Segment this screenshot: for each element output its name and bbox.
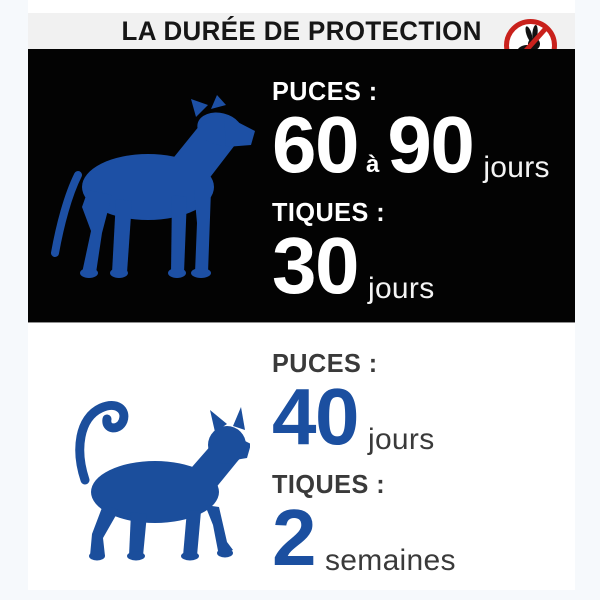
- dog-ticks-label: TIQUES :: [272, 197, 386, 228]
- dog-ticks-unit: jours: [367, 272, 435, 306]
- dog-fleas-unit: jours: [483, 151, 550, 185]
- dog-protection-text: PUCES : 60 à 90 jours TIQUES : 30 jours: [272, 76, 572, 311]
- cat-ticks-unit: semaines: [325, 544, 456, 578]
- cat-protection-text: PUCES : 40 jours TIQUES : 2 semaines: [272, 348, 572, 583]
- cat-fleas-label: PUCES :: [272, 348, 378, 378]
- cat-ticks-label: TIQUES :: [272, 469, 386, 500]
- dog-fleas-label: PUCES :: [272, 76, 378, 106]
- dog-silhouette-icon: [51, 95, 255, 278]
- cat-ticks-value-row: 2 semaines: [272, 493, 572, 583]
- dog-fleas-to: 90: [387, 100, 474, 190]
- header-bar: LA DURÉE DE PROTECTION: [28, 13, 575, 49]
- cat-fleas-value-row: 40 jours: [272, 372, 572, 462]
- dog-fleas-from: 60: [272, 100, 359, 190]
- dog-ticks-value: 30: [272, 221, 359, 311]
- cat-fleas-unit: jours: [367, 423, 435, 457]
- dog-fleas-value-row: 60 à 90 jours: [272, 100, 572, 190]
- page-title: LA DURÉE DE PROTECTION: [121, 15, 482, 46]
- cat-fleas-value: 40: [272, 372, 359, 462]
- dog-ticks-value-row: 30 jours: [272, 221, 572, 311]
- dog-fleas-connector: à: [365, 151, 380, 179]
- cat-silhouette-icon: [75, 401, 250, 561]
- cat-ticks-value: 2: [272, 493, 317, 583]
